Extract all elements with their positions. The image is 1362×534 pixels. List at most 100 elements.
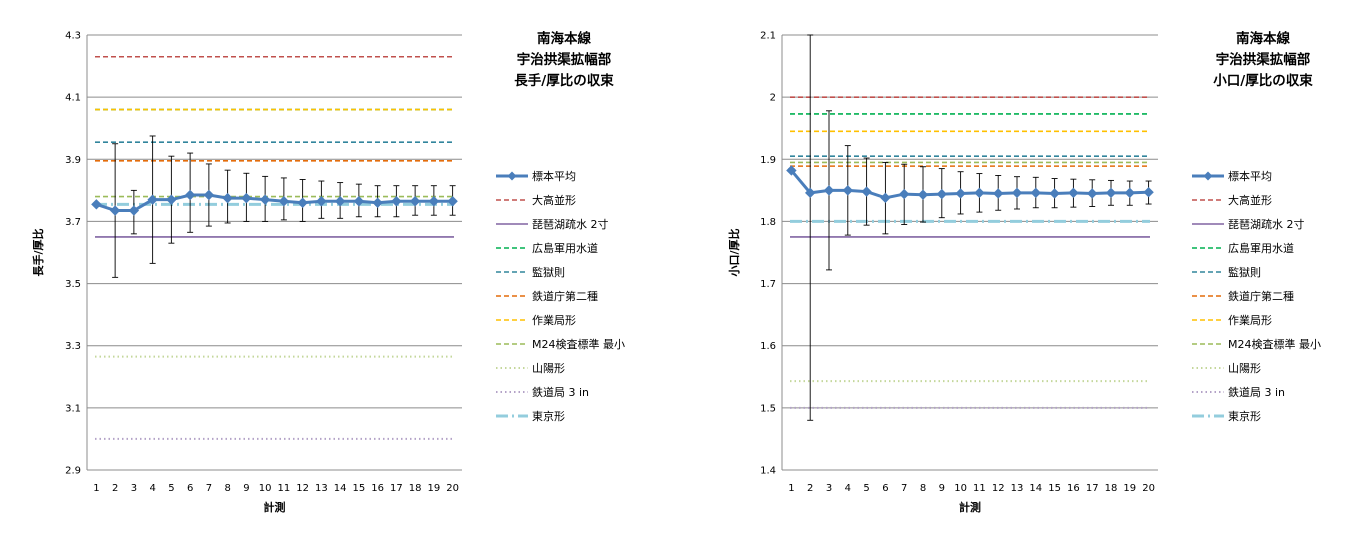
y-tick-label: 4.1 xyxy=(65,93,81,104)
legend-label: 山陽形 xyxy=(1228,362,1261,375)
x-tick-label: 15 xyxy=(1048,483,1061,494)
chart-2: 1.41.51.61.71.81.922.11 2 3 4 5 6 7 8 9 10 11 12 13 1… xyxy=(727,30,1321,514)
x-axis-title: 計測 xyxy=(959,500,981,514)
x-tick-label: 18 xyxy=(409,483,422,494)
x-tick-label: 16 xyxy=(1067,483,1080,494)
x-tick-label: 12 xyxy=(992,483,1005,494)
chart-title-line: 長手/厚比の収束 xyxy=(514,72,614,89)
x-tick-label: 14 xyxy=(334,483,347,494)
mean-point xyxy=(1124,187,1136,199)
mean-point xyxy=(898,188,910,200)
x-tick-label: 10 xyxy=(259,483,272,494)
y-tick-label: 2.1 xyxy=(760,31,776,42)
chart-title-line: 宇治拱渠拡幅部 xyxy=(517,51,612,68)
mean-point xyxy=(409,196,421,207)
y-tick-label: 3.9 xyxy=(65,155,81,166)
x-tick-label: 9 xyxy=(243,483,249,494)
legend-label: 広島軍用水道 xyxy=(1228,241,1294,255)
x-tick-label: 6 xyxy=(187,483,193,494)
y-tick-label: 1.4 xyxy=(760,466,776,477)
legend-label: 監獄則 xyxy=(1228,265,1261,279)
y-tick-label: 1.7 xyxy=(760,279,776,290)
x-tick-label: 2 xyxy=(112,483,118,494)
mean-point xyxy=(1011,187,1023,199)
chart-1: 2.93.13.33.53.73.94.14.31 2 3 4 5 6 7 8 9 10 11 12 1… xyxy=(31,30,625,514)
mean-point xyxy=(109,205,121,216)
x-tick-label: 1 xyxy=(93,483,99,494)
x-tick-label: 18 xyxy=(1105,483,1118,494)
mean-point xyxy=(842,185,854,196)
mean-point xyxy=(391,196,402,207)
legend-label: 東京形 xyxy=(532,409,565,423)
x-tick-label: 3 xyxy=(131,483,137,494)
x-tick-label: 17 xyxy=(390,483,403,494)
legend-label: M24検査標準 最小 xyxy=(532,337,625,351)
x-tick-label: 9 xyxy=(939,483,945,494)
chart-title-line: 南海本線 xyxy=(1236,30,1290,47)
legend-label: 標本平均 xyxy=(532,169,576,183)
mean-point xyxy=(91,199,102,210)
mean-point xyxy=(147,194,158,205)
mean-point xyxy=(353,196,365,207)
y-tick-label: 2.9 xyxy=(65,466,81,477)
y-tick-label: 2 xyxy=(770,93,776,104)
x-tick-label: 2 xyxy=(807,483,813,494)
mean-point xyxy=(428,196,440,207)
x-tick-label: 19 xyxy=(1123,483,1136,494)
mean-point xyxy=(334,196,346,207)
legend-label: 監獄則 xyxy=(532,265,565,279)
mean-point xyxy=(1049,188,1060,199)
mean-point xyxy=(203,189,215,201)
mean-point xyxy=(278,196,290,207)
mean-point xyxy=(447,196,458,207)
legend-marker xyxy=(1203,171,1213,181)
x-tick-label: 17 xyxy=(1086,483,1099,494)
mean-point xyxy=(917,189,929,200)
x-tick-label: 14 xyxy=(1029,483,1042,494)
mean-point xyxy=(936,188,948,200)
x-tick-label: 8 xyxy=(224,483,230,494)
x-tick-label: 10 xyxy=(954,483,967,494)
y-axis-title: 長手/厚比 xyxy=(31,228,45,276)
mean-point xyxy=(241,192,252,204)
legend-label: 琵琶湖疏水 2寸 xyxy=(1228,217,1305,231)
mean-point xyxy=(128,205,140,216)
x-tick-label: 4 xyxy=(845,483,851,494)
chart-title-line: 宇治拱渠拡幅部 xyxy=(1216,51,1311,68)
mean-point xyxy=(1105,187,1117,199)
mean-point xyxy=(1030,187,1042,199)
legend-label: 山陽形 xyxy=(532,362,565,375)
x-tick-label: 12 xyxy=(296,483,309,494)
legend-label: 大高並形 xyxy=(1228,193,1272,207)
chart-title-line: 小口/厚比の収束 xyxy=(1213,72,1313,89)
legend-label: 鉄道庁第二種 xyxy=(532,289,598,303)
x-axis-title: 計測 xyxy=(264,500,286,514)
legend-label: 作業局形 xyxy=(1228,314,1272,327)
mean-point xyxy=(259,194,271,205)
mean-point xyxy=(297,197,308,208)
x-tick-label: 4 xyxy=(149,483,155,494)
mean-point xyxy=(372,197,383,208)
mean-point xyxy=(184,189,196,201)
mean-point xyxy=(823,185,835,196)
x-tick-label: 11 xyxy=(973,483,986,494)
x-tick-label: 16 xyxy=(371,483,384,494)
mean-point xyxy=(222,192,233,204)
x-tick-label: 5 xyxy=(863,483,869,494)
x-tick-label: 1 xyxy=(788,483,794,494)
y-tick-label: 1.8 xyxy=(760,217,776,228)
legend-label: 鉄道庁第二種 xyxy=(1228,289,1294,303)
mean-point xyxy=(955,188,966,199)
legend-label: 標本平均 xyxy=(1228,169,1272,183)
legend-label: M24検査標準 最小 xyxy=(1228,337,1321,351)
mean-point xyxy=(1143,187,1154,198)
x-tick-label: 11 xyxy=(278,483,291,494)
y-tick-label: 1.9 xyxy=(760,155,776,166)
legend-label: 大高並形 xyxy=(532,193,576,207)
legend-label: 鉄道局 3 in xyxy=(532,385,589,399)
legend-label: 東京形 xyxy=(1228,409,1261,423)
x-tick-label: 20 xyxy=(1142,483,1155,494)
mean-point xyxy=(166,194,177,205)
